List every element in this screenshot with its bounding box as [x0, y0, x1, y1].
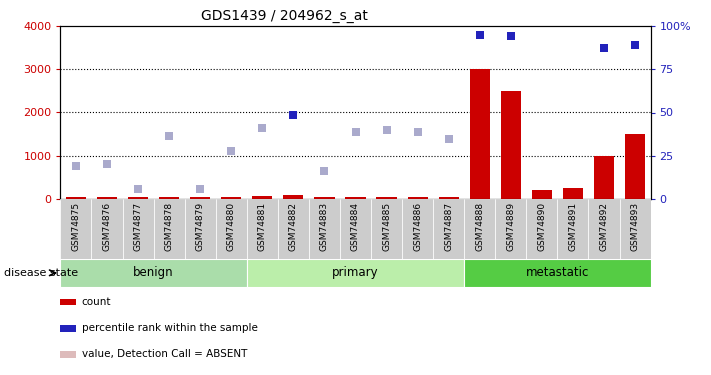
Text: GSM74876: GSM74876 [102, 202, 112, 251]
Bar [247, 199, 278, 259]
Text: metastatic: metastatic [525, 266, 589, 279]
Bar [496, 199, 526, 259]
Text: GSM74891: GSM74891 [568, 202, 577, 251]
Bar [594, 156, 614, 199]
Text: GSM74888: GSM74888 [475, 202, 484, 251]
Bar [122, 199, 154, 259]
Bar [407, 197, 428, 199]
Bar [340, 199, 371, 259]
Bar [376, 197, 397, 199]
Text: count: count [82, 297, 111, 307]
Text: disease state: disease state [4, 268, 77, 278]
Text: GSM74887: GSM74887 [444, 202, 453, 251]
Bar [563, 188, 583, 199]
Bar [501, 91, 521, 199]
Bar [128, 197, 148, 199]
Text: GSM74885: GSM74885 [382, 202, 391, 251]
Bar [60, 259, 247, 287]
Bar [625, 134, 645, 199]
Bar [439, 197, 459, 199]
Bar [221, 197, 241, 199]
Bar [185, 199, 215, 259]
Text: GSM74890: GSM74890 [538, 202, 546, 251]
Text: GSM74878: GSM74878 [165, 202, 173, 251]
Bar [247, 259, 464, 287]
Bar [464, 259, 651, 287]
Bar [215, 199, 247, 259]
Text: GSM74880: GSM74880 [227, 202, 236, 251]
Text: GSM74893: GSM74893 [631, 202, 639, 251]
Bar [97, 196, 117, 199]
Bar [371, 199, 402, 259]
Bar [283, 195, 304, 199]
Text: percentile rank within the sample: percentile rank within the sample [82, 323, 257, 333]
Text: GSM74882: GSM74882 [289, 202, 298, 251]
Bar [464, 199, 496, 259]
Text: GDS1439 / 204962_s_at: GDS1439 / 204962_s_at [201, 9, 368, 23]
Bar [92, 199, 122, 259]
Bar [190, 197, 210, 199]
Text: benign: benign [133, 266, 174, 279]
Bar [526, 199, 557, 259]
Bar [159, 197, 179, 199]
Text: GSM74884: GSM74884 [351, 202, 360, 251]
Bar [314, 197, 335, 199]
Bar [66, 196, 86, 199]
Bar [402, 199, 433, 259]
Text: GSM74886: GSM74886 [413, 202, 422, 251]
Text: GSM74883: GSM74883 [320, 202, 329, 251]
Bar [532, 190, 552, 199]
Bar [309, 199, 340, 259]
Text: GSM74889: GSM74889 [506, 202, 515, 251]
Text: value, Detection Call = ABSENT: value, Detection Call = ABSENT [82, 350, 247, 359]
Text: GSM74877: GSM74877 [134, 202, 143, 251]
Text: GSM74881: GSM74881 [258, 202, 267, 251]
Bar [470, 69, 490, 199]
Bar [278, 199, 309, 259]
Bar [619, 199, 651, 259]
Bar [589, 199, 619, 259]
Text: primary: primary [332, 266, 379, 279]
Bar [60, 199, 92, 259]
Bar [346, 197, 365, 199]
Text: GSM74879: GSM74879 [196, 202, 205, 251]
Bar [433, 199, 464, 259]
Bar [154, 199, 185, 259]
Bar [252, 196, 272, 199]
Text: GSM74875: GSM74875 [72, 202, 80, 251]
Text: GSM74892: GSM74892 [599, 202, 609, 251]
Bar [557, 199, 589, 259]
